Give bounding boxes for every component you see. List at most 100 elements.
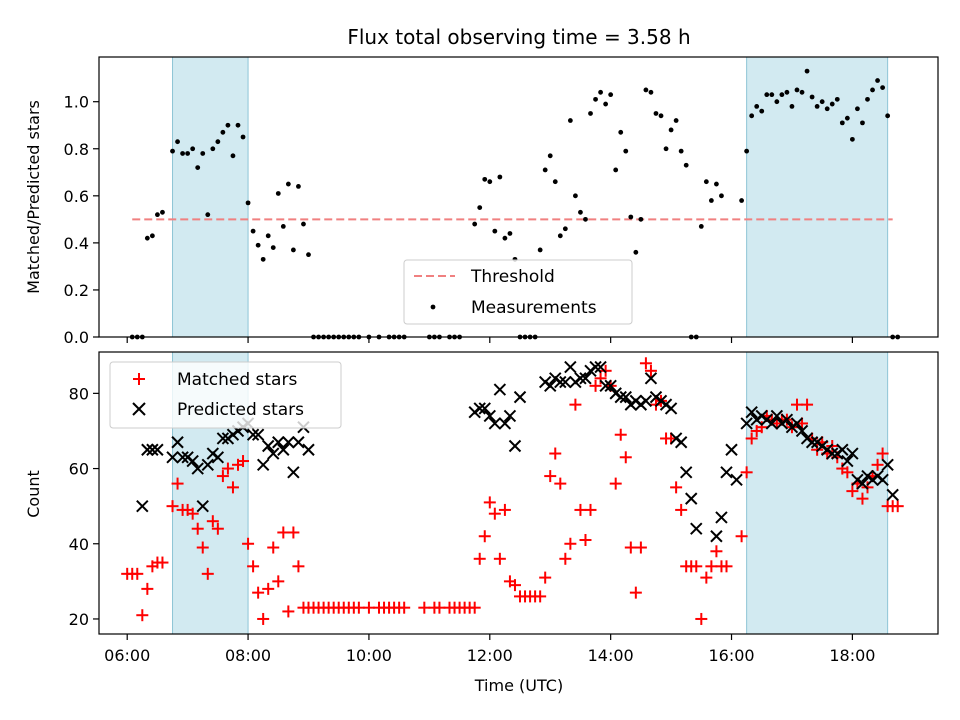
- matched-stars-point: [745, 432, 758, 445]
- matched-stars-point: [171, 477, 184, 490]
- matched-stars-point: [584, 503, 597, 516]
- predicted-stars-point: [644, 372, 658, 385]
- predicted-stars-legend-label: Predicted stars: [177, 400, 304, 420]
- matched-stars-point: [619, 451, 632, 464]
- measurements-point: [809, 94, 815, 100]
- matched-stars-point: [242, 537, 255, 550]
- measurements-point: [290, 247, 296, 253]
- measurements-point: [829, 101, 835, 107]
- measurements-point: [260, 256, 266, 262]
- measurements-point: [698, 224, 704, 229]
- matched-stars-legend-label: Matched stars: [177, 370, 297, 390]
- matched-stars-point: [700, 571, 713, 584]
- measurements-point: [789, 104, 795, 109]
- y-tick-label: 0.8: [64, 140, 89, 159]
- predicted-stars-point: [619, 390, 632, 404]
- measurements-point: [598, 89, 603, 95]
- matched-stars-point: [740, 466, 753, 479]
- predicted-stars-point: [579, 372, 592, 385]
- predicted-stars-point: [614, 390, 627, 404]
- matched-stars-point: [624, 541, 637, 554]
- bottom-chart-legend: Matched stars Predicted stars: [109, 361, 342, 429]
- matched-stars-point: [609, 477, 622, 490]
- matched-stars-legend-swatch: [133, 373, 145, 385]
- measurements-point: [507, 231, 513, 236]
- matched-stars-point: [191, 522, 204, 535]
- predicted-stars-point: [826, 447, 839, 460]
- predicted-stars-point: [513, 390, 527, 404]
- matched-stars-point: [216, 470, 229, 483]
- matched-stars-point: [856, 492, 869, 505]
- measurements-point: [613, 167, 619, 173]
- predicted-stars-point: [805, 436, 819, 449]
- predicted-stars-point: [856, 477, 869, 490]
- measurements-point: [855, 106, 860, 112]
- predicted-stars-point: [166, 451, 179, 464]
- measurements-point: [719, 193, 724, 199]
- predicted-stars-point: [881, 458, 894, 472]
- measurements-point: [754, 104, 760, 109]
- measurements-legend-label: Measurements: [471, 298, 597, 318]
- measurements-point: [824, 106, 830, 112]
- measurements-point: [190, 146, 196, 152]
- measurements-point: [865, 96, 870, 102]
- y-tick-label: 0.6: [64, 187, 89, 206]
- predicted-stars-point: [211, 451, 225, 464]
- predicted-stars-point: [141, 443, 154, 456]
- predicted-stars-point: [715, 511, 728, 524]
- measurements-point: [270, 245, 276, 250]
- matched-stars-point: [498, 503, 511, 516]
- measurements-point: [557, 233, 563, 239]
- predicted-stars-point: [886, 488, 899, 502]
- measurements-point: [170, 148, 175, 154]
- measurements-point: [799, 89, 805, 95]
- predicted-stars-point: [604, 379, 617, 393]
- matched-stars-point: [508, 579, 521, 592]
- measurements-point: [155, 212, 160, 218]
- y-tick-label: 20: [69, 610, 89, 629]
- measurements-point: [472, 221, 478, 227]
- matched-stars-point: [352, 601, 365, 614]
- y-tick-label: 80: [69, 384, 89, 403]
- predicted-stars-point: [594, 360, 607, 374]
- predicted-stars-point: [216, 432, 230, 445]
- predicted-stars-point: [599, 379, 612, 393]
- matched-stars-point: [493, 552, 506, 565]
- predicted-stars-point: [508, 439, 522, 453]
- matched-stars-point: [418, 601, 431, 614]
- measurements-point: [885, 113, 891, 119]
- matched-stars-point: [710, 545, 723, 558]
- matched-stars-point: [891, 500, 904, 513]
- measurements-point: [638, 216, 644, 222]
- measurements-point: [744, 148, 750, 154]
- measurements-point: [814, 104, 820, 109]
- matched-stars-point: [574, 503, 587, 516]
- predicted-stars-point: [554, 375, 567, 389]
- bottom-chart-y-axis-label: Count: [24, 470, 43, 518]
- matched-stars-point: [569, 398, 582, 411]
- measurements-point: [573, 193, 578, 199]
- predicted-stars-point: [725, 443, 738, 456]
- measurements-point: [663, 146, 669, 152]
- top-chart-legend: Threshold Measurements: [403, 259, 633, 325]
- measurements-point: [593, 96, 598, 102]
- matched-stars-point: [488, 507, 501, 520]
- predicted-stars-point: [201, 458, 214, 472]
- measurements-point: [296, 184, 301, 189]
- predicted-stars-point: [256, 458, 270, 472]
- predicted-stars-point: [841, 454, 854, 468]
- shaded-region: [746, 351, 889, 635]
- y-tick-label: 0.4: [64, 234, 89, 253]
- measurements-point: [643, 87, 649, 93]
- measurements-point: [160, 209, 165, 215]
- measurements-point: [542, 167, 548, 173]
- measurements-point: [502, 235, 508, 241]
- x-tick-label: 18:00: [829, 646, 875, 665]
- predicted-stars-point: [639, 394, 653, 408]
- measurements-point: [784, 89, 790, 95]
- measurements-point: [668, 127, 674, 133]
- matched-stars-point: [131, 567, 144, 580]
- predicted-stars-point: [674, 436, 688, 449]
- top-chart-plot-area: 0.0 0.2 0.4 0.6 0.8 1.0: [64, 56, 939, 347]
- x-tick-label: 08:00: [225, 646, 271, 665]
